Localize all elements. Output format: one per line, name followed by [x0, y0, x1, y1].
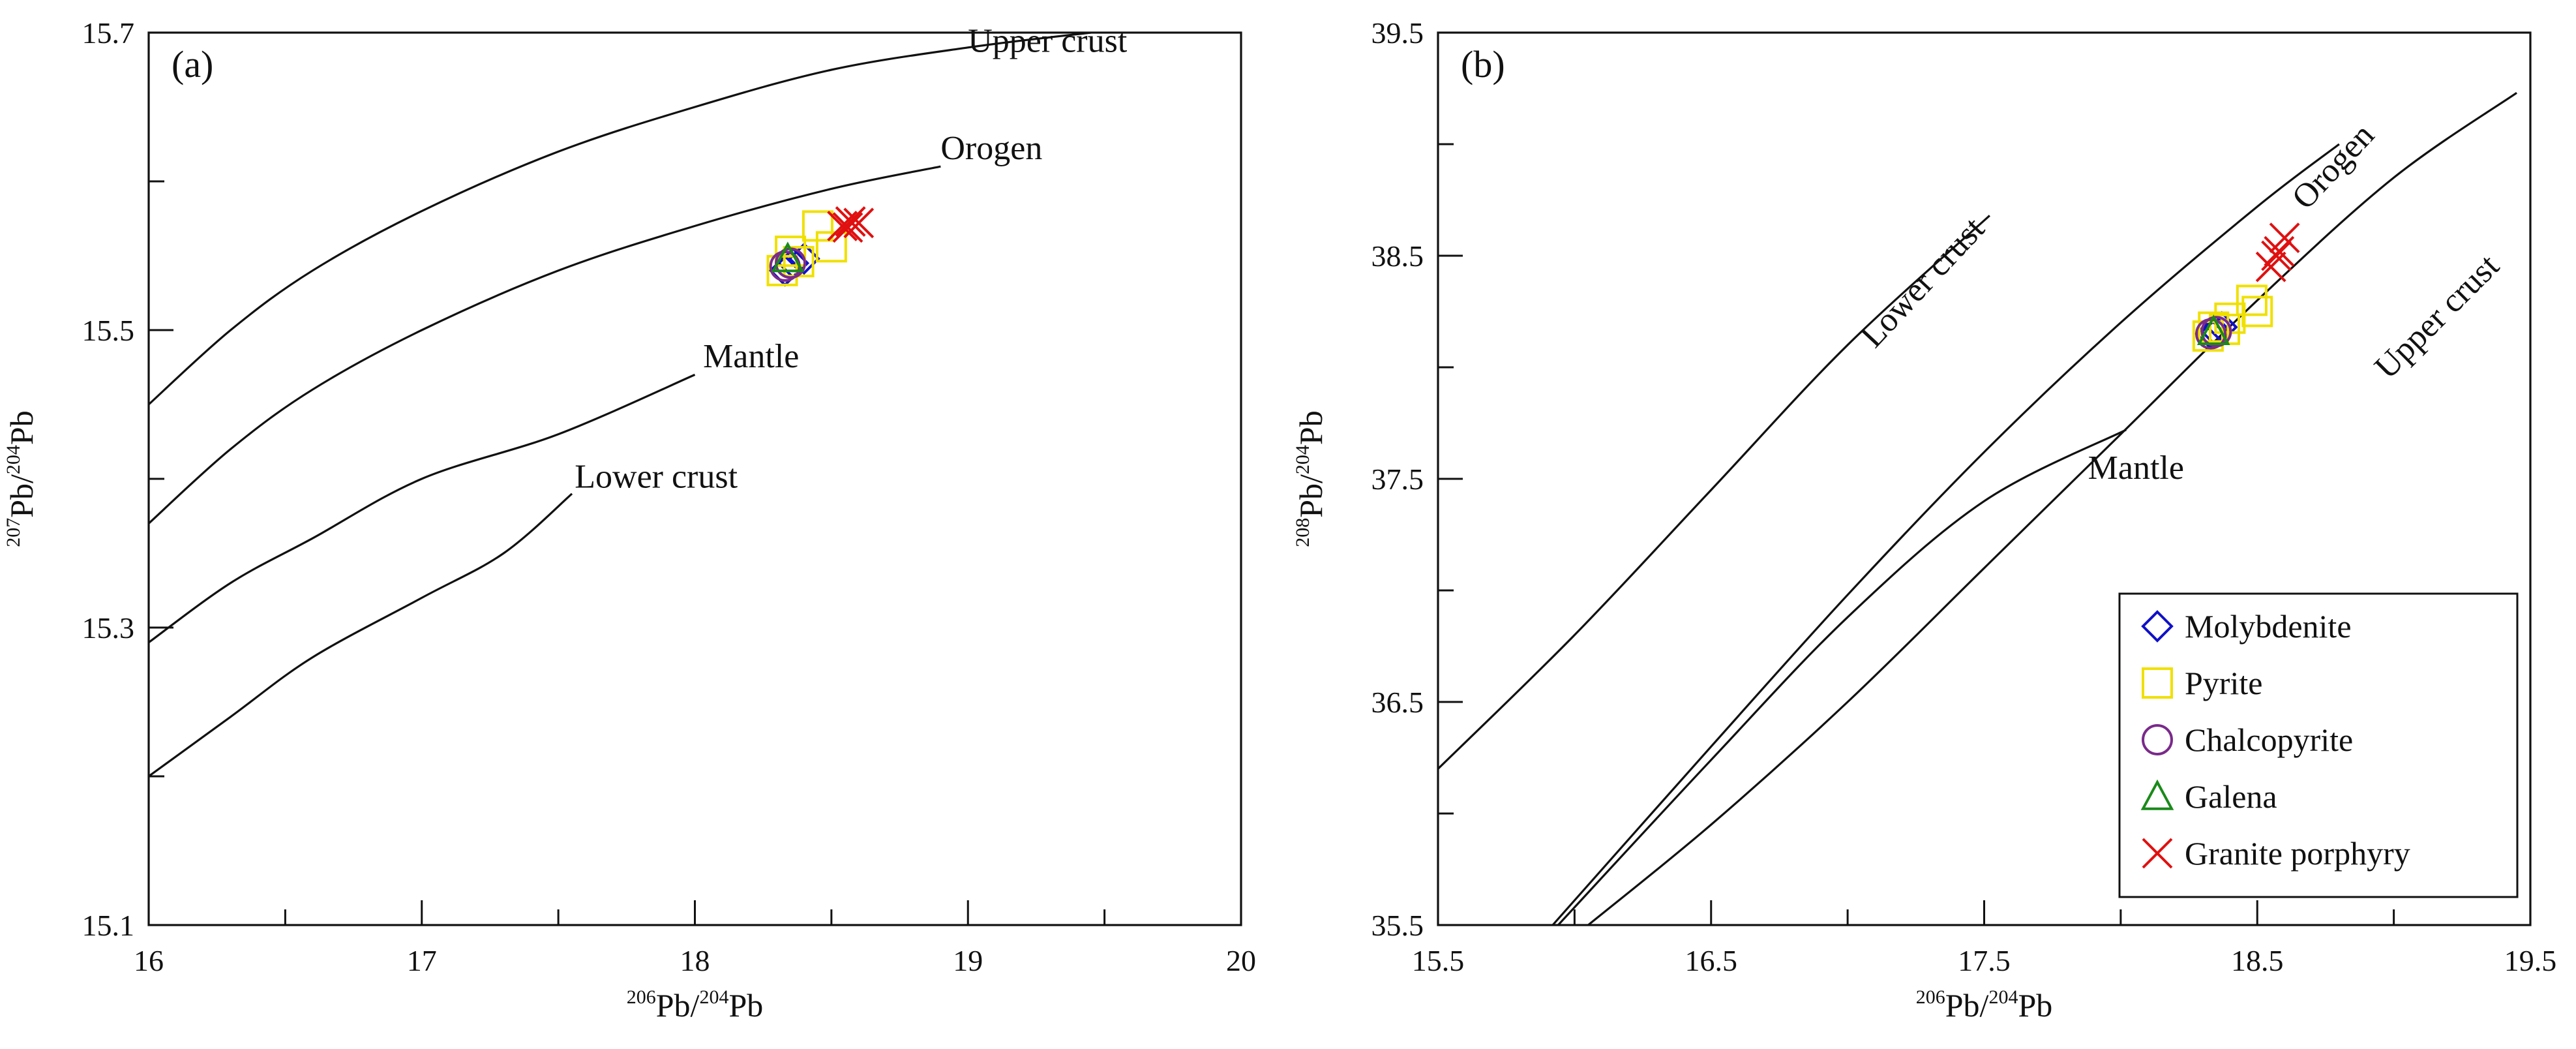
- annotation-lower-crust-a: Lower crust: [575, 459, 738, 496]
- y-axis-label-b-base-b: Pb: [1293, 410, 1329, 445]
- x-axis-label-b-base-b: Pb: [2018, 987, 2052, 1024]
- x-tick-label-b: 17.5: [1958, 944, 2011, 977]
- data-points-a: [766, 206, 875, 287]
- x-axis-label-b-base-a: Pb/: [1945, 987, 1989, 1024]
- point-chalcopyrite: [2200, 316, 2232, 348]
- y-tick-label-b: 39.5: [1371, 16, 1424, 50]
- y-tick-label-b: 37.5: [1371, 463, 1424, 496]
- panel-b: 15.5 16.5 17.5 18.5 19.5 35.5 36.5 37.5 38.5 39.5…: [1292, 16, 2556, 1024]
- x-tick-label-a: 17: [407, 944, 437, 977]
- legend: Molybdenite Pyrite Chalcopyrite Galena Grani…: [2118, 592, 2519, 898]
- panel-a: 16 17 18 19 2015.115.315.515.7206Pb/204Pb207…: [3, 16, 1256, 1024]
- y-tick-label-b: 35.5: [1371, 909, 1424, 942]
- y-tick-label-a: 15.7: [82, 16, 135, 50]
- y-tick-label-b: 36.5: [1371, 686, 1424, 719]
- x-axis-label-a-base-a: Pb/: [656, 987, 700, 1024]
- y-axis-label-a-sup-a: 207: [3, 518, 24, 547]
- y-tick-label-a: 15.5: [82, 314, 135, 347]
- legend-marker-galena: [2140, 779, 2174, 810]
- y-axis-label-b-sup-b: 204: [1292, 445, 1313, 474]
- y-axis-label-b-sup-a: 208: [1292, 518, 1313, 547]
- annotation-mantle-b: Mantle: [2088, 449, 2184, 487]
- curve-mantle-a: [149, 373, 696, 644]
- x-tick-label-b: 15.5: [1412, 944, 1465, 977]
- point-granite-porphyry: [843, 207, 875, 239]
- annotation-mantle-a: Mantle: [703, 338, 799, 375]
- point-galena: [771, 241, 805, 273]
- legend-box: [2118, 592, 2519, 898]
- y-tick-label-a: 15.1: [82, 909, 135, 942]
- curve-lower-crust-b: [1438, 215, 1990, 770]
- y-axis-label-b: 208Pb/204Pb: [1292, 410, 1329, 547]
- y-axis-label-b-base-a: Pb/: [1293, 474, 1329, 518]
- curve-orogen-a: [149, 165, 941, 524]
- y-axis-label-a-base-a: Pb/: [3, 474, 40, 518]
- panel-label-b: (b): [1461, 43, 1505, 85]
- x-axis-label-a-sup-a: 206: [627, 986, 656, 1008]
- curves-b: [1438, 92, 2517, 925]
- y-axis-label-a: 207Pb/204Pb: [3, 410, 40, 547]
- y-axis-label-a-base-b: Pb: [3, 410, 40, 445]
- y-tick-label-b: 38.5: [1371, 239, 1424, 273]
- curve-mantle-b: [1557, 429, 2127, 925]
- point-galena: [2196, 314, 2230, 345]
- annotation-lower-crust-b: Lower crust: [1853, 210, 1992, 355]
- x-tick-label-b: 19.5: [2504, 944, 2557, 977]
- legend-label-galena: Galena: [2185, 778, 2277, 815]
- annotation-orogen-b: Orogen: [2285, 117, 2382, 217]
- x-tick-label-a: 19: [953, 944, 983, 977]
- point-granite-porphyry: [2269, 222, 2300, 254]
- x-tick-label-a: 20: [1226, 944, 1256, 977]
- x-axis-label-a-base-b: Pb: [728, 987, 763, 1024]
- x-tick-label-a: 18: [680, 944, 710, 977]
- y-tick-label-a: 15.3: [82, 611, 135, 645]
- y-axis-label-a-sup-b: 204: [3, 445, 24, 474]
- panel-label-a: (a): [172, 43, 213, 85]
- legend-label-chalcopyrite: Chalcopyrite: [2185, 722, 2353, 758]
- data-points-b: [2192, 222, 2300, 352]
- x-tick-label-b: 18.5: [2231, 944, 2284, 977]
- curve-upper-crust-a: [149, 33, 1091, 406]
- point-granite-porphyry: [2261, 240, 2292, 271]
- point-pyrite: [2241, 296, 2273, 327]
- curve-orogen-b: [1551, 143, 2340, 925]
- legend-marker-molybdenite: [2141, 610, 2174, 643]
- point-granite-porphyry: [832, 212, 863, 243]
- x-axis-label-b-sup-a: 206: [1916, 986, 1945, 1008]
- x-axis-label-a-sup-b: 204: [699, 986, 728, 1008]
- legend-label-granite-porphyry: Granite porphyry: [2185, 835, 2410, 872]
- point-pyrite: [815, 231, 847, 263]
- point-pyrite: [2236, 284, 2268, 316]
- x-axis-label-a: 206Pb/204Pb: [627, 986, 764, 1024]
- annotation-upper-crust-a: Upper crust: [968, 23, 1128, 60]
- point-granite-porphyry: [835, 206, 866, 237]
- x-axis-label-b-sup-b: 204: [1988, 986, 2018, 1008]
- x-tick-label-b: 16.5: [1685, 944, 1738, 977]
- legend-marker-granite-porphyry: [2142, 838, 2173, 869]
- curves-a: [149, 33, 1091, 778]
- point-granite-porphyry: [2255, 251, 2286, 282]
- x-tick-label-a: 16: [134, 944, 164, 977]
- legend-marker-pyrite: [2142, 667, 2173, 699]
- annotation-upper-crust-b: Upper crust: [2367, 247, 2506, 386]
- legend-label-molybdenite: Molybdenite: [2185, 608, 2352, 645]
- legend-marker-chalcopyrite: [2142, 724, 2173, 755]
- x-axis-label-b: 206Pb/204Pb: [1916, 986, 2053, 1024]
- curve-upper-crust-b: [1587, 92, 2517, 925]
- point-pyrite: [775, 236, 807, 267]
- annotation-orogen-a: Orogen: [940, 130, 1042, 167]
- curve-lower-crust-a: [149, 493, 573, 778]
- legend-label-pyrite: Pyrite: [2185, 665, 2262, 701]
